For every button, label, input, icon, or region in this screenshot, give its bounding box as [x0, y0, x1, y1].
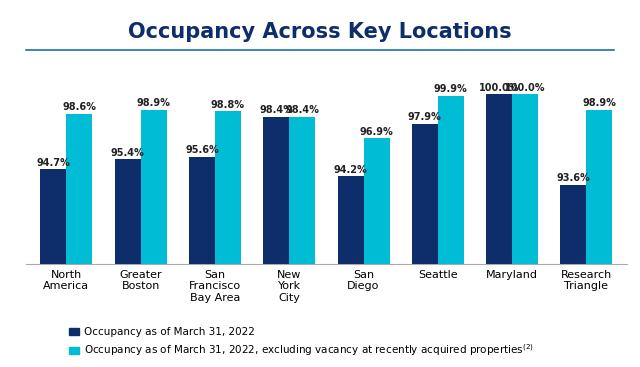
Text: 99.9%: 99.9% — [434, 84, 468, 94]
Text: 96.9%: 96.9% — [360, 127, 394, 137]
Text: 93.6%: 93.6% — [556, 173, 590, 183]
Bar — [215, 111, 241, 367]
Text: Occupancy Across Key Locations: Occupancy Across Key Locations — [128, 22, 512, 42]
Legend: Occupancy as of March 31, 2022, Occupancy as of March 31, 2022, excluding vacanc: Occupancy as of March 31, 2022, Occupanc… — [69, 327, 534, 358]
Bar — [263, 117, 289, 367]
Bar — [141, 110, 166, 367]
Bar — [67, 114, 92, 367]
Text: 98.4%: 98.4% — [259, 105, 293, 115]
Bar — [40, 170, 67, 367]
Text: 95.6%: 95.6% — [185, 145, 219, 155]
Bar — [364, 138, 390, 367]
Text: 98.6%: 98.6% — [63, 102, 97, 113]
Bar — [189, 157, 215, 367]
Text: 97.9%: 97.9% — [408, 112, 442, 123]
Bar — [561, 185, 586, 367]
Bar — [289, 117, 316, 367]
Text: 98.8%: 98.8% — [211, 100, 245, 110]
Text: 98.9%: 98.9% — [137, 98, 171, 108]
Text: 95.4%: 95.4% — [111, 148, 145, 158]
Text: 98.4%: 98.4% — [285, 105, 319, 115]
Bar — [586, 110, 612, 367]
Text: 94.7%: 94.7% — [36, 158, 70, 168]
Text: 94.2%: 94.2% — [333, 165, 367, 175]
Bar — [438, 96, 464, 367]
Text: 100.0%: 100.0% — [479, 83, 519, 93]
Bar — [486, 94, 512, 367]
Bar — [412, 124, 438, 367]
Bar — [337, 177, 364, 367]
Text: 100.0%: 100.0% — [505, 83, 545, 93]
Bar — [115, 160, 141, 367]
Text: 98.9%: 98.9% — [582, 98, 616, 108]
Bar — [512, 94, 538, 367]
